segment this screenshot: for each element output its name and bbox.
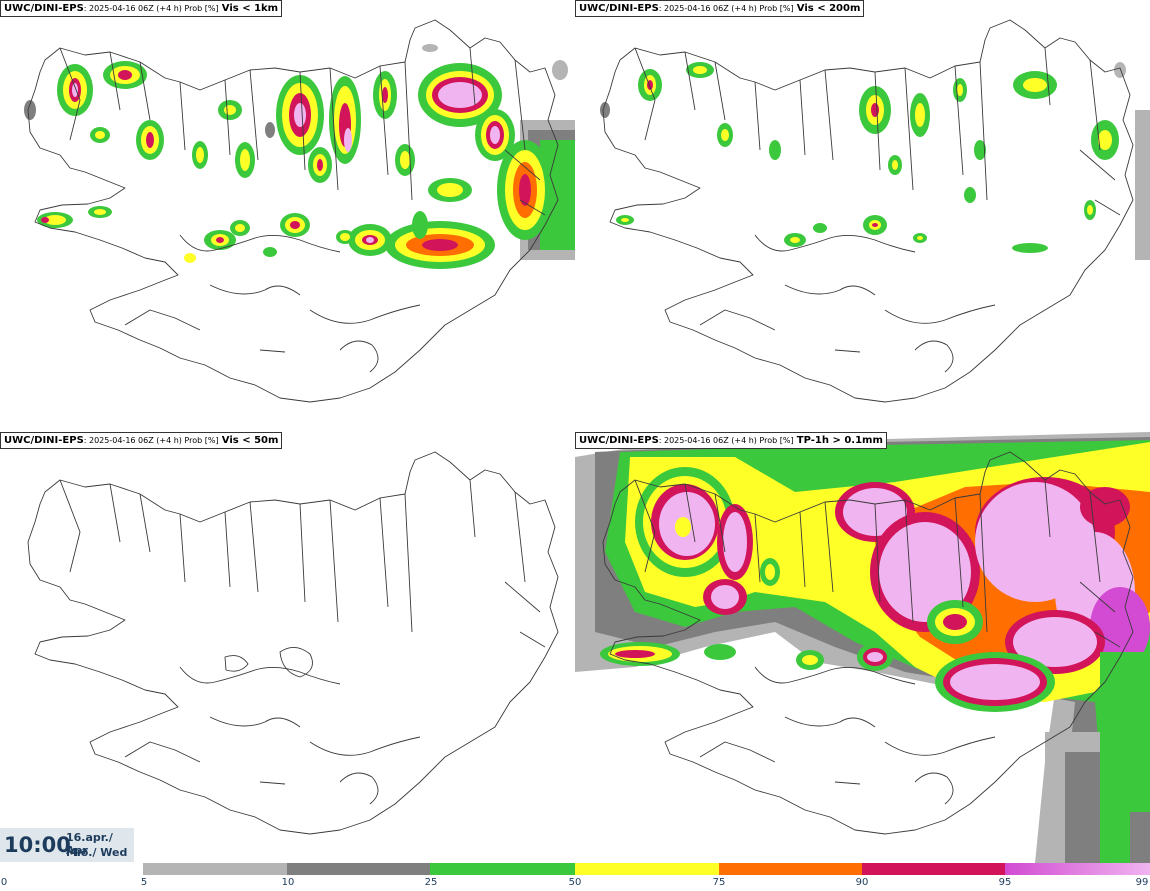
title-variable: Vis < 200m — [796, 3, 861, 14]
map-canvas — [24, 19, 575, 403]
probability-field — [575, 432, 1150, 863]
valid-date: 16.apr./ Apr — [66, 831, 113, 857]
title-meta: : 2025-04-16 06Z (+4 h) Prob [%] — [83, 4, 219, 13]
probability-field — [600, 62, 1150, 260]
coastline — [602, 19, 1134, 403]
coastline — [27, 451, 559, 835]
title-source: UWC/DINI-EPS — [4, 435, 84, 446]
title-source: UWC/DINI-EPS — [579, 3, 659, 14]
title-variable: Vis < 1km — [221, 3, 279, 14]
color-scale-bar — [143, 863, 1150, 875]
map-canvas — [575, 432, 1150, 863]
legend-segment-95-99 — [1005, 863, 1150, 875]
legend-segment-90-95 — [862, 863, 1005, 875]
valid-time: 10:00 — [4, 833, 71, 857]
title-meta: : 2025-04-16 06Z (+4 h) Prob [%] — [658, 4, 794, 13]
legend-segment-75-90 — [719, 863, 862, 875]
panel-title: UWC/DINI-EPS: 2025-04-16 06Z (+4 h) Prob… — [575, 0, 865, 17]
legend-tick: 5 — [140, 877, 148, 888]
coastline — [602, 451, 1134, 835]
map-canvas — [27, 451, 559, 835]
legend-segment-50-75 — [575, 863, 719, 875]
legend-tick: 25 — [424, 877, 438, 888]
title-variable: TP-1h > 0.1mm — [796, 435, 883, 446]
legend-tick: 75 — [712, 877, 726, 888]
map-panel-vis-200m: UWC/DINI-EPS: 2025-04-16 06Z (+4 h) Prob… — [575, 0, 1150, 431]
coastline — [27, 19, 559, 403]
legend-tick: 99 — [1135, 877, 1149, 888]
legend-tick: 95 — [998, 877, 1012, 888]
title-source: UWC/DINI-EPS — [579, 435, 659, 446]
legend-segment-5-10 — [143, 863, 287, 875]
panel-title: UWC/DINI-EPS: 2025-04-16 06Z (+4 h) Prob… — [0, 432, 283, 449]
legend-segment-25-50 — [430, 863, 575, 875]
valid-time-box: 10:00 16.apr./ Apr Mið./ Wed — [0, 828, 134, 862]
legend-segment-10-25 — [287, 863, 430, 875]
legend-tick: 90 — [855, 877, 869, 888]
map-panel-vis-50m: UWC/DINI-EPS: 2025-04-16 06Z (+4 h) Prob… — [0, 432, 575, 863]
legend-tick: 50 — [568, 877, 582, 888]
panel-title: UWC/DINI-EPS: 2025-04-16 06Z (+4 h) Prob… — [575, 432, 887, 449]
title-source: UWC/DINI-EPS — [4, 3, 84, 14]
legend-tick: 0 — [0, 877, 8, 888]
title-meta: : 2025-04-16 06Z (+4 h) Prob [%] — [658, 436, 794, 445]
map-canvas — [600, 19, 1150, 403]
panel-title: UWC/DINI-EPS: 2025-04-16 06Z (+4 h) Prob… — [0, 0, 283, 17]
probability-field — [24, 44, 575, 269]
title-meta: : 2025-04-16 06Z (+4 h) Prob [%] — [83, 436, 219, 445]
map-panel-tp-1h: UWC/DINI-EPS: 2025-04-16 06Z (+4 h) Prob… — [575, 432, 1150, 863]
legend-tick: 10 — [281, 877, 295, 888]
title-variable: Vis < 50m — [221, 435, 279, 446]
valid-weekday: Mið./ Wed — [66, 846, 128, 859]
map-panel-vis-1km: UWC/DINI-EPS: 2025-04-16 06Z (+4 h) Prob… — [0, 0, 575, 431]
